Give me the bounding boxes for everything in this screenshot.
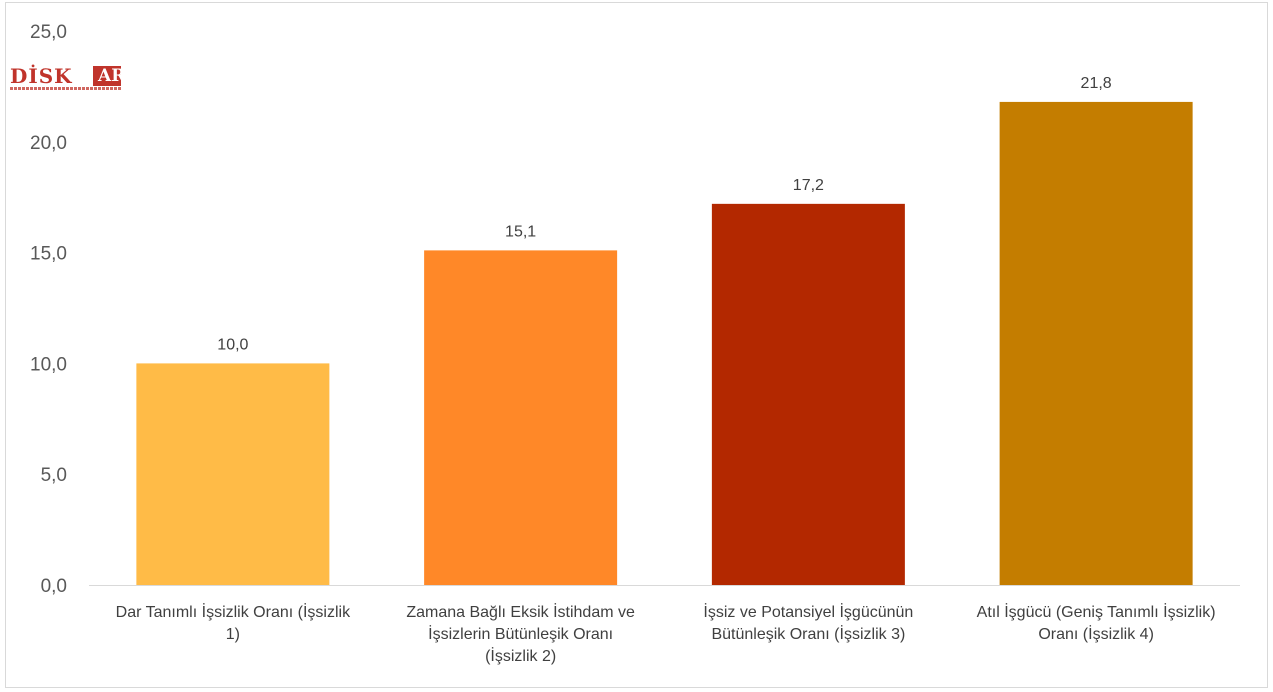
logo-box — [93, 66, 121, 86]
data-label: 21,8 — [1081, 75, 1112, 92]
bar — [999, 101, 1193, 586]
data-label: 15,1 — [505, 223, 536, 240]
y-tick-label: 15,0 — [30, 244, 67, 265]
x-tick-label: Oranı (İşsizlik 4) — [1038, 624, 1154, 643]
x-tick-label: (İşsizlik 2) — [485, 646, 556, 665]
bar — [711, 203, 905, 585]
data-label: 10,0 — [217, 336, 248, 353]
x-tick-label: 1) — [226, 626, 240, 643]
y-tick-label: 20,0 — [30, 133, 67, 154]
y-tick-label: 5,0 — [41, 465, 67, 486]
logo-tagline — [10, 87, 122, 90]
diskar-logo: DİSK AR — [10, 64, 126, 92]
x-tick-label: Dar Tanımlı İşsizlik Oranı (İşsizlik — [116, 602, 351, 621]
bar — [136, 363, 330, 585]
y-tick-label: 10,0 — [30, 354, 67, 375]
bar — [424, 250, 618, 585]
x-tick-label: Bütünleşik Oranı (İşsizlik 3) — [711, 624, 905, 643]
x-tick-label: İşsizlerin Bütünleşik Oranı — [428, 624, 613, 643]
x-tick-label: İşsiz ve Potansiyel İşgücünün — [703, 602, 913, 621]
x-tick-label: Atıl İşgücü (Geniş Tanımlı İşsizlik) — [977, 602, 1216, 621]
logo-box-text: AR — [98, 66, 126, 86]
y-tick-label: 25,0 — [30, 22, 67, 43]
logo-wordmark: DİSK — [10, 64, 73, 88]
x-tick-label: Zamana Bağlı Eksik İstihdam ve — [406, 602, 635, 621]
data-label: 17,2 — [793, 177, 824, 194]
y-tick-label: 0,0 — [41, 576, 67, 597]
